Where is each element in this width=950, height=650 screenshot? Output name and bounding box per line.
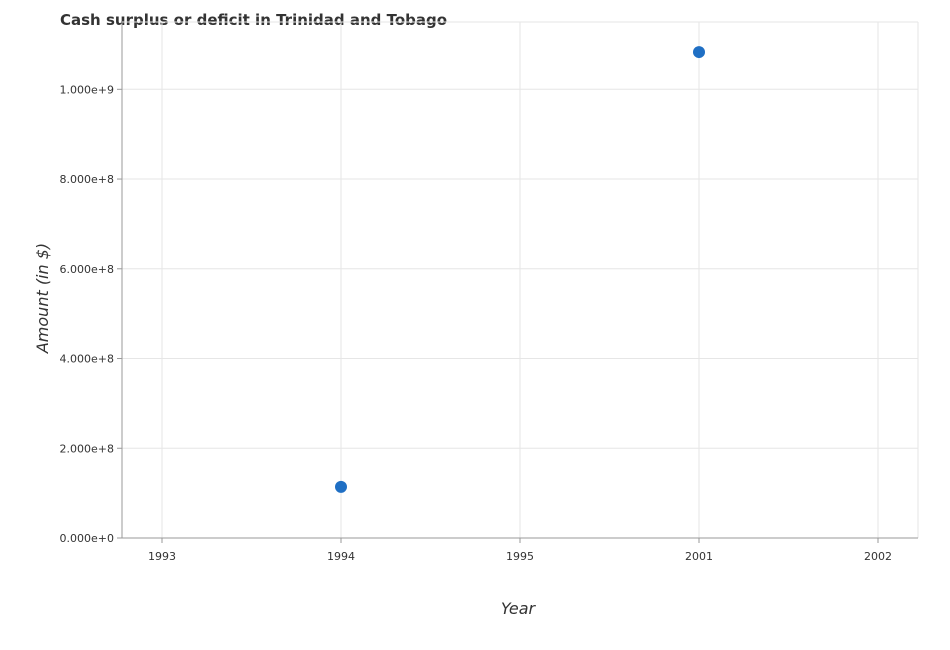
y-tick-label: 1.000e+9 [60, 83, 114, 96]
y-tick-label: 4.000e+8 [60, 353, 114, 366]
x-tick-label: 1993 [148, 550, 176, 563]
y-tick-label: 0.000e+0 [60, 532, 114, 545]
grid [122, 21, 919, 539]
y-tick-label: 2.000e+8 [60, 442, 114, 455]
y-tick-label: 8.000e+8 [60, 173, 114, 186]
data-point [693, 46, 705, 59]
y-tick-label: 6.000e+8 [60, 263, 114, 276]
x-tick-label: 1995 [506, 550, 534, 563]
y-axis-title: Amount (in $) [33, 243, 52, 354]
chart-title: Cash surplus or deficit in Trinidad and … [60, 11, 447, 29]
x-tick-labels: 1993 1994 1995 2001 2002 [148, 550, 892, 563]
x-axis-title: Year [501, 599, 537, 618]
data-point [335, 480, 347, 493]
x-tick-label: 2002 [864, 550, 892, 563]
data-points [335, 46, 705, 493]
axes [117, 22, 918, 543]
y-tick-labels: 0.000e+0 2.000e+8 4.000e+8 6.000e+8 8.000e+8… [60, 83, 114, 545]
x-tick-label: 2001 [685, 550, 713, 563]
x-tick-label: 1994 [327, 550, 355, 563]
